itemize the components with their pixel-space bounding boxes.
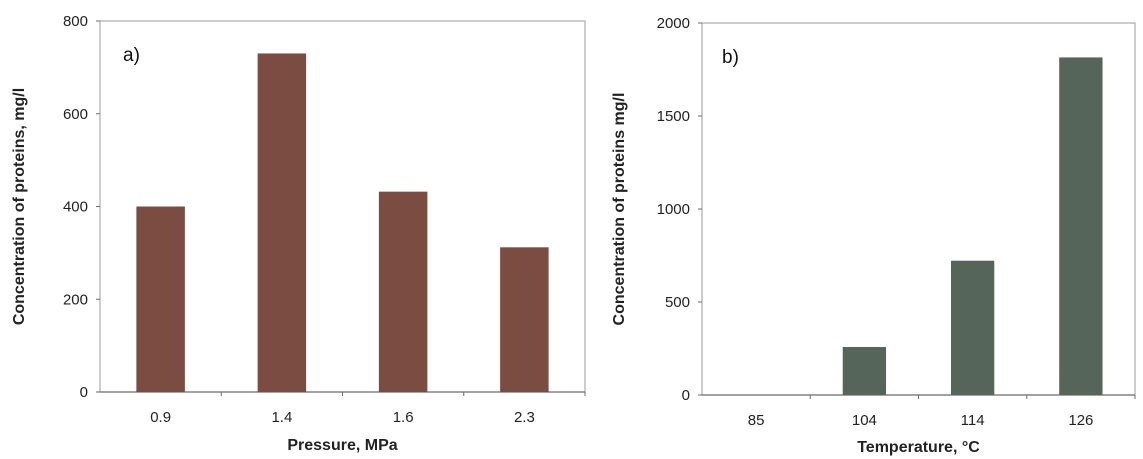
x-axis-title: Temperature, °C [857, 439, 980, 456]
x-tick-label: 0.9 [150, 409, 171, 426]
chart-panel-b: 0 500 1000 1500 2000 85 104 114 126 b) Temperature… [611, 15, 1136, 456]
x-tick-label: 85 [748, 412, 765, 429]
y-tick-label: 1000 [657, 201, 690, 218]
bar [950, 260, 995, 395]
y-tick-label: 200 [63, 291, 88, 308]
x-tick-label: 114 [961, 412, 985, 429]
panel-label: a) [123, 45, 140, 66]
y-tick-label: 400 [63, 199, 88, 216]
y-tick-label: 500 [665, 294, 690, 311]
bar [136, 206, 185, 392]
y-axis-title: Concentration of proteins mg/l [611, 93, 628, 326]
bar [500, 247, 549, 392]
chart-panel-a: 0 200 400 600 800 0.9 1.4 1.6 2.3 a) Pressure, MPa… [11, 13, 586, 454]
bar [257, 53, 307, 393]
y-tick-label: 0 [80, 384, 88, 401]
bar [378, 191, 428, 392]
y-tick-label: 600 [63, 106, 88, 123]
x-tick-label: 1.6 [393, 409, 414, 426]
bar [1059, 57, 1103, 395]
y-axis-title: Concentration of proteins, mg/l [11, 88, 28, 325]
x-tick-label: 126 [1068, 412, 1093, 429]
y-tick-label: 1500 [657, 108, 690, 125]
y-tick-label: 0 [682, 387, 690, 404]
x-tick-label: 104 [852, 412, 877, 429]
y-tick-label: 2000 [657, 15, 690, 32]
x-tick-label: 2.3 [514, 409, 535, 426]
panel-label: b) [722, 47, 739, 68]
y-tick-label: 800 [63, 13, 88, 30]
x-axis-title: Pressure, MPa [287, 437, 397, 454]
bar [842, 347, 887, 395]
x-tick-label: 1.4 [271, 409, 292, 426]
